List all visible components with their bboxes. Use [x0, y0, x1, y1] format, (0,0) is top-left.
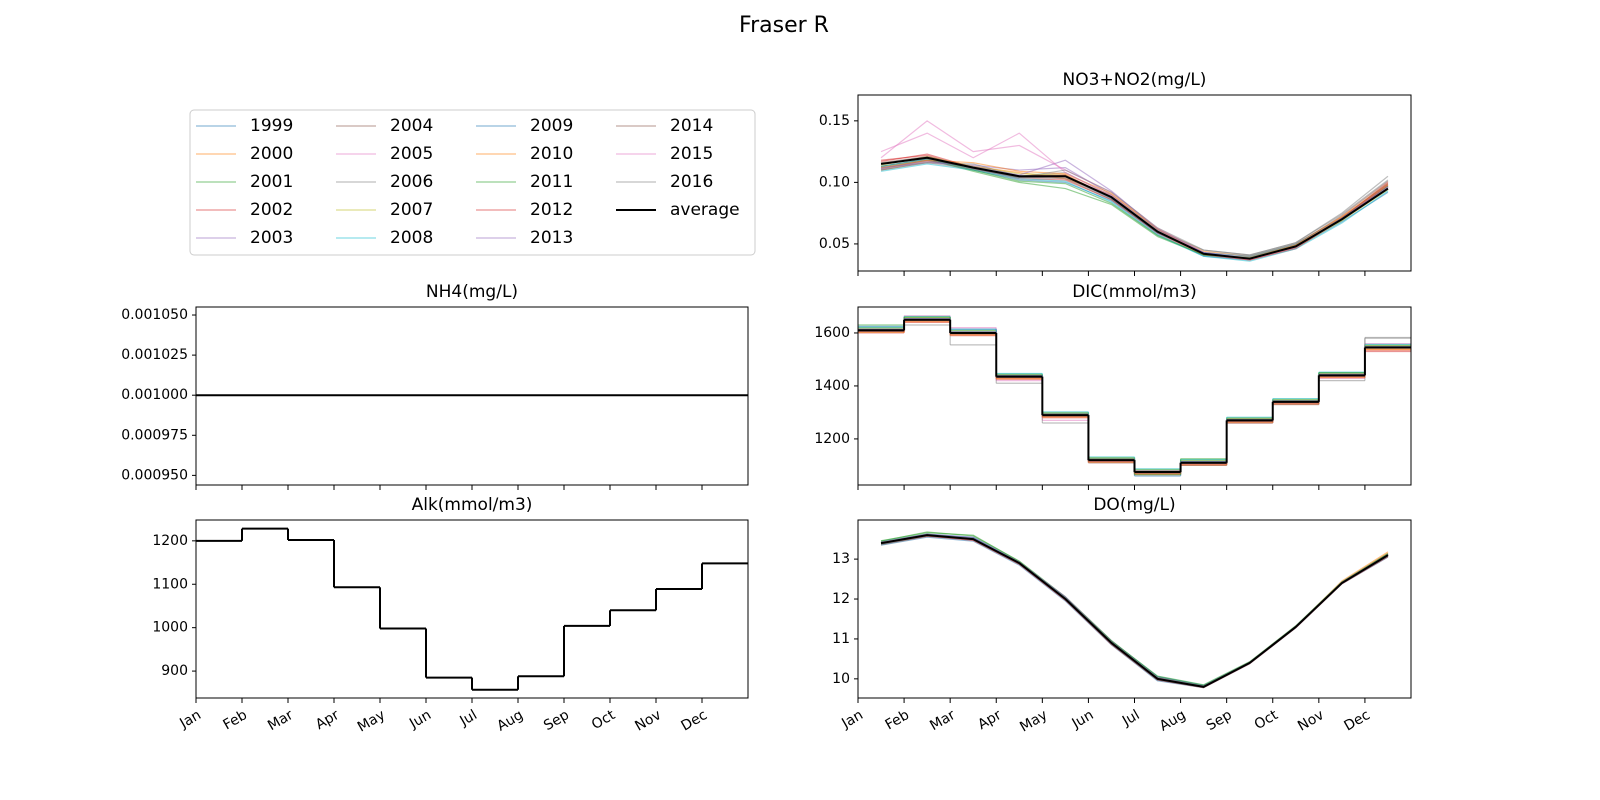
series-line [880, 162, 1389, 256]
plot-lines [880, 531, 1389, 689]
y-tick-label: 0.05 [819, 236, 850, 252]
legend-label: 2010 [530, 144, 573, 164]
y-tick-label: 0.000975 [121, 427, 188, 443]
legend-label: 2003 [250, 228, 293, 248]
x-tick-label: Jul [1119, 707, 1143, 730]
plot-lines [880, 120, 1389, 262]
y-tick-label: 900 [161, 663, 188, 679]
y-tick-label: 12 [832, 591, 850, 607]
subplot-title: Alk(mmol/m3) [412, 495, 533, 515]
y-tick-label: 1100 [152, 576, 188, 592]
legend-label: 2009 [530, 116, 573, 136]
legend-label: average [670, 200, 740, 220]
subplot-title: NO3+NO2(mg/L) [1063, 70, 1207, 90]
y-tick-label: 1000 [152, 620, 188, 636]
plot-frame [857, 519, 1412, 699]
y-tick-label: 0.10 [819, 174, 850, 190]
legend-label: 2001 [250, 172, 293, 192]
figure-title: Fraser R [739, 13, 829, 38]
y-tick-label: 0.001025 [121, 347, 188, 363]
series-line [880, 159, 1389, 260]
legend-label: 2004 [390, 116, 433, 136]
legend-label: 2002 [250, 200, 293, 220]
plot-frame [195, 306, 749, 486]
y-tick-label: 1200 [814, 431, 850, 447]
legend-label: 2008 [390, 228, 433, 248]
plot-lines [196, 527, 748, 691]
subplot-title: DIC(mmol/m3) [1072, 282, 1197, 302]
y-tick-label: 10 [832, 671, 850, 687]
legend-label: 2006 [390, 172, 433, 192]
series-line [880, 156, 1389, 260]
subplot-title: NH4(mg/L) [426, 282, 518, 302]
legend-label: 2005 [390, 144, 433, 164]
plot-frame [857, 306, 1412, 486]
legend-label: 2015 [670, 144, 713, 164]
subplot-title: DO(mg/L) [1093, 495, 1175, 515]
y-tick-label: 0.001000 [121, 387, 188, 403]
y-tick-label: 1400 [814, 378, 850, 394]
y-tick-label: 0.15 [819, 113, 850, 129]
y-tick-label: 11 [832, 631, 850, 647]
plot-lines [858, 315, 1411, 477]
legend-label: 2016 [670, 172, 713, 192]
x-tick-label: Jul [456, 707, 480, 730]
legend-label: 2011 [530, 172, 573, 192]
legend-box [189, 109, 756, 256]
legend-label: 2014 [670, 116, 713, 136]
legend-label: 2007 [390, 200, 433, 220]
legend-label: 1999 [250, 116, 293, 136]
plot-frame [857, 94, 1412, 272]
y-tick-label: 0.000950 [121, 467, 188, 483]
legend-label: 2012 [530, 200, 573, 220]
y-tick-label: 13 [832, 551, 850, 567]
series-line [880, 534, 1389, 688]
y-tick-label: 0.001050 [121, 307, 188, 323]
plot-frame [195, 519, 749, 699]
y-tick-label: 1600 [814, 325, 850, 341]
legend-label: 2013 [530, 228, 573, 248]
legend-label: 2000 [250, 144, 293, 164]
y-tick-label: 1200 [152, 533, 188, 549]
